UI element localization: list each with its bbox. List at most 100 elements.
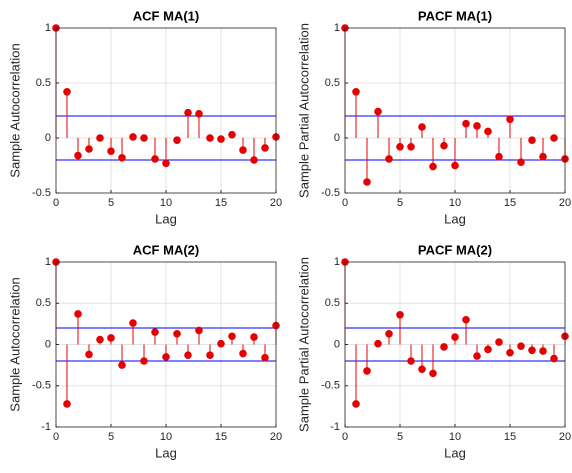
y-tick-label: 1 <box>334 22 340 34</box>
stem-marker <box>528 346 536 355</box>
stem-marker <box>495 152 503 161</box>
stem-marker <box>407 143 415 151</box>
stem-marker <box>352 400 360 408</box>
stem-marker <box>129 133 137 141</box>
stem-marker <box>184 108 192 117</box>
stem-marker <box>217 339 225 348</box>
stem-marker <box>451 333 459 341</box>
stem-marker <box>261 144 269 152</box>
y-axis-label: Sample Partial Autocorrelation <box>296 23 311 198</box>
stem-marker <box>107 147 115 155</box>
x-axis-label: Lag <box>444 211 466 226</box>
stem-marker <box>173 329 181 338</box>
x-tick-label: 20 <box>559 197 571 209</box>
stem-marker <box>74 151 82 160</box>
y-tick-label: 1 <box>45 256 51 268</box>
axes-box <box>55 261 277 428</box>
x-axis-label: Lag <box>155 445 177 460</box>
stem-marker <box>140 134 148 142</box>
stem-marker <box>539 347 547 355</box>
x-tick-label: 15 <box>504 431 516 443</box>
stem-marker <box>407 357 415 365</box>
stem-marker <box>528 136 536 144</box>
y-tick-label: 0 <box>45 132 51 144</box>
y-axis-label: Sample Partial Autocorrelation <box>296 257 311 432</box>
y-tick-label: -1 <box>41 421 51 433</box>
y-tick-label: -0.5 <box>321 187 340 199</box>
x-tick-label: 15 <box>215 197 227 209</box>
x-tick-label: 10 <box>449 197 461 209</box>
stem-marker <box>217 135 225 143</box>
stem-marker <box>140 357 148 365</box>
stem-marker <box>352 88 360 96</box>
stem-marker <box>429 369 437 378</box>
stem-marker <box>484 345 492 354</box>
y-tick-label: 0 <box>45 338 51 350</box>
chart-title: ACF MA(2) <box>133 242 199 257</box>
x-tick-label: 10 <box>449 431 461 443</box>
stem-marker <box>63 400 71 408</box>
x-tick-label: 5 <box>108 197 114 209</box>
stem-marker <box>206 351 214 360</box>
x-tick-label: 15 <box>504 197 516 209</box>
stem-marker <box>118 361 126 369</box>
stem-marker <box>63 88 71 96</box>
chart-title: PACF MA(1) <box>418 8 492 23</box>
stem-marker <box>239 146 247 154</box>
stem-marker <box>107 334 115 342</box>
chart-title: ACF MA(1) <box>133 8 199 23</box>
stem-marker <box>129 319 137 327</box>
stem-marker <box>440 141 448 150</box>
stem-marker <box>228 332 236 341</box>
stem-marker <box>385 155 393 163</box>
stem-marker <box>396 143 404 151</box>
stem-marker <box>550 134 558 142</box>
x-tick-label: 0 <box>342 431 348 443</box>
stem-marker <box>250 333 258 341</box>
stem-marker <box>162 353 170 361</box>
y-tick-label: -0.5 <box>321 380 340 392</box>
stem-marker <box>495 338 503 346</box>
x-tick-label: 0 <box>53 431 59 443</box>
y-tick-label: 1 <box>334 256 340 268</box>
stem-marker <box>517 158 525 166</box>
stem-marker <box>429 162 437 171</box>
y-axis-label: Sample Autocorrelation <box>7 277 22 411</box>
axes-box <box>344 27 566 194</box>
stem-marker <box>151 155 159 163</box>
x-tick-label: 15 <box>215 431 227 443</box>
x-tick-label: 20 <box>270 431 282 443</box>
axes-box <box>55 27 277 194</box>
stem-marker <box>363 178 371 186</box>
x-axis-label: Lag <box>155 211 177 226</box>
stem-marker <box>195 110 203 118</box>
stem-marker <box>250 156 258 164</box>
y-tick-label: 0.5 <box>325 77 340 89</box>
stem-marker <box>374 107 382 116</box>
y-tick-label: 1 <box>45 22 51 34</box>
stem-marker <box>385 329 393 338</box>
stem-marker <box>195 326 203 335</box>
stem-marker <box>173 136 181 144</box>
stem-marker <box>206 134 214 142</box>
stem-marker <box>440 343 448 351</box>
stem-marker <box>539 152 547 161</box>
x-tick-label: 20 <box>559 431 571 443</box>
y-tick-label: 0.5 <box>36 297 51 309</box>
y-tick-label: -0.5 <box>32 187 51 199</box>
x-axis-label: Lag <box>444 445 466 460</box>
stem-marker <box>462 315 470 324</box>
y-tick-label: -0.5 <box>32 380 51 392</box>
x-tick-label: 0 <box>342 197 348 209</box>
stem-marker <box>162 159 170 168</box>
stem-marker <box>118 154 126 162</box>
y-tick-label: 0.5 <box>36 77 51 89</box>
stem-marker <box>151 328 159 336</box>
stem-marker <box>506 348 514 357</box>
x-tick-label: 5 <box>397 197 403 209</box>
stem-marker <box>418 365 426 374</box>
stem-marker <box>517 342 525 350</box>
stem-marker <box>550 354 558 363</box>
x-tick-label: 10 <box>160 431 172 443</box>
